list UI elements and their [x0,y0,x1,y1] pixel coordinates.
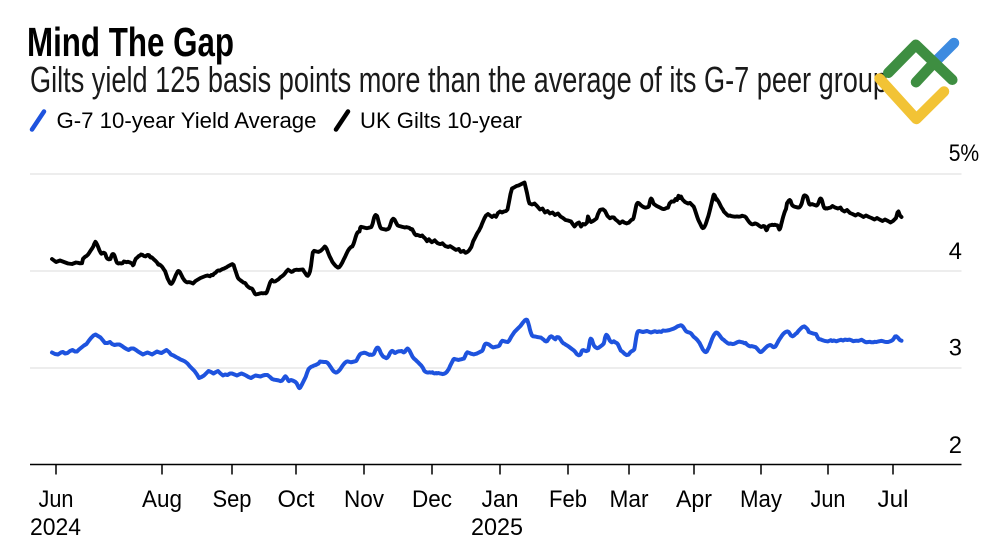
svg-text:4: 4 [949,238,962,265]
svg-text:Apr: Apr [676,486,712,513]
svg-text:May: May [740,486,783,513]
svg-text:Mind The Gap: Mind The Gap [27,19,234,65]
svg-text:G-7 10-year Yield Average: G-7 10-year Yield Average [57,108,317,133]
svg-text:Mar: Mar [610,486,649,513]
svg-text:Oct: Oct [278,486,315,513]
svg-text:Dec: Dec [412,486,452,513]
svg-text:2: 2 [949,432,962,459]
svg-text:UK Gilts 10-year: UK Gilts 10-year [360,108,522,133]
svg-text:Jan: Jan [482,486,519,513]
svg-text:5%: 5% [949,140,980,167]
svg-text:3: 3 [949,335,962,362]
svg-text:Nov: Nov [344,486,385,513]
svg-text:Aug: Aug [142,486,182,513]
svg-text:Feb: Feb [549,486,587,513]
svg-text:Sep: Sep [213,486,252,513]
svg-text:2025: 2025 [471,514,523,541]
svg-text:Jun: Jun [39,486,74,513]
svg-text:Jul: Jul [878,486,909,513]
svg-text:2024: 2024 [30,514,81,541]
svg-text:Jun: Jun [811,486,846,513]
svg-text:Gilts yield 125 basis points m: Gilts yield 125 basis points more than t… [30,59,888,100]
